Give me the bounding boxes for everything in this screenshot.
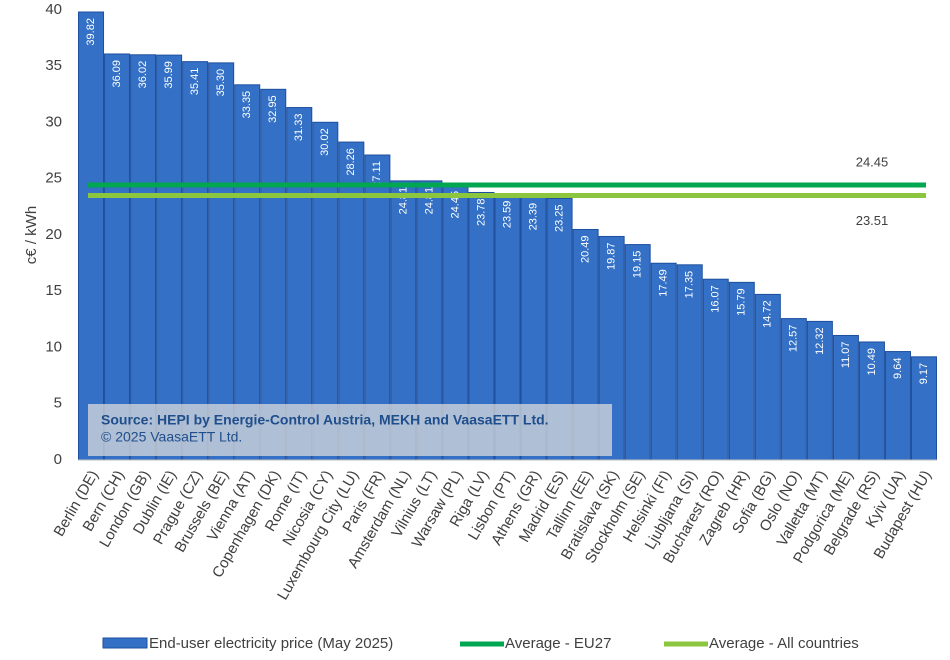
bar [702,278,729,461]
value-label: 33.35 [241,91,253,119]
value-label: 16.07 [710,285,722,313]
bar [78,11,105,461]
average-label: 24.45 [856,154,889,169]
y-tick-label: 20 [45,226,62,243]
value-label: 24.81 [397,187,409,215]
bar [624,244,651,461]
value-label: 20.49 [579,235,591,263]
copyright-text: © 2025 VaasaETT Ltd. [101,429,242,445]
value-label: 35.30 [215,69,227,97]
bar [832,334,859,461]
y-tick-label: 0 [54,451,62,468]
value-label: 23.25 [553,204,565,232]
legend-swatch [102,637,148,649]
value-label: 36.09 [111,60,123,88]
value-label: 12.57 [788,325,800,353]
value-label: 39.82 [85,18,97,46]
value-label: 23.59 [501,201,513,229]
bar [260,88,287,461]
value-label: 12.32 [814,327,826,355]
value-label: 35.41 [189,68,201,96]
y-axis-label: c€ / kWh [23,206,40,264]
bar [182,61,209,461]
y-tick-label: 30 [45,113,62,130]
value-label: 14.72 [762,300,774,328]
value-label: 17.35 [684,271,696,299]
legend-label: End-user electricity price (May 2025) [149,635,393,652]
y-tick-label: 5 [54,395,62,412]
legend-label: Average - EU27 [505,635,611,652]
value-label: 24.81 [423,187,435,215]
value-label: 9.64 [892,358,904,379]
value-label: 28.26 [345,148,357,176]
value-label: 17.49 [658,269,670,297]
bar [286,107,313,461]
y-tick-label: 40 [45,1,62,18]
legend-label: Average - All countries [709,635,859,652]
value-label: 27.11 [371,161,383,188]
bar [728,281,755,461]
bar [156,54,183,461]
bar [650,262,677,461]
value-label: 32.95 [267,95,279,123]
bar [754,293,781,461]
value-label: 23.39 [527,203,539,231]
source-text: Source: HEPI by Energie-Control Austria,… [101,412,549,428]
bar [910,356,938,461]
y-tick-label: 35 [45,57,62,74]
value-label: 30.02 [319,128,331,156]
value-label: 35.99 [163,61,175,89]
y-tick-label: 25 [45,170,62,187]
value-label: 23.78 [475,198,487,226]
y-tick-label: 15 [45,282,62,299]
source-box [88,404,612,456]
bar [234,84,261,461]
value-label: 31.33 [293,114,305,142]
value-label: 19.87 [606,242,618,270]
bar [858,341,885,461]
bar [208,62,235,461]
bar [130,54,157,461]
bar [104,53,131,461]
average-label: 23.51 [856,213,889,228]
value-label: 19.15 [632,251,644,279]
bar [806,320,833,461]
bar [312,121,339,461]
value-label: 10.49 [866,348,878,376]
value-label: 15.79 [736,288,748,316]
value-label: 9.17 [918,363,930,384]
value-label: 36.02 [137,61,149,89]
value-label: 11.07 [840,341,852,368]
y-tick-label: 10 [45,338,62,355]
bar [676,264,703,461]
